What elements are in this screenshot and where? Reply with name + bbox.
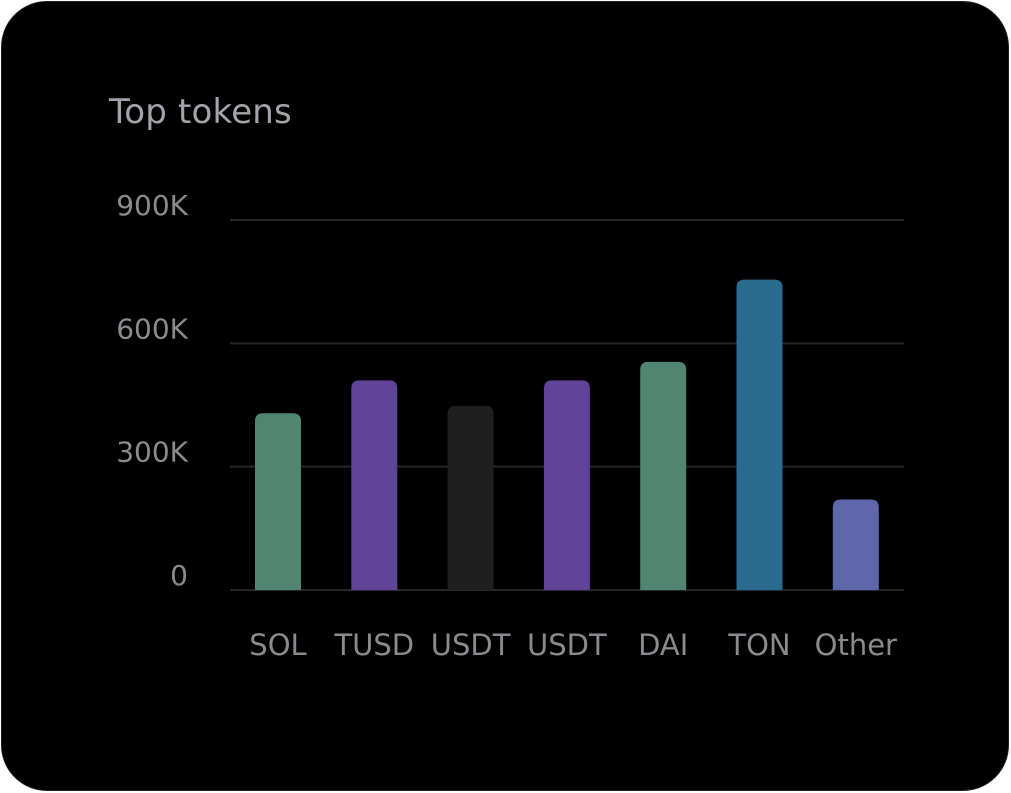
bar-sol [255,413,301,590]
bar-usdt [447,405,494,590]
x-tick-label: TON [727,628,790,662]
card-title: Top tokens [109,92,292,132]
bar-other [832,499,879,590]
x-tick-label: SOL [249,628,306,662]
bar-tusd [351,380,398,590]
x-tick-label: TUSD [333,628,414,662]
x-tick-label: USDT [431,628,511,662]
y-tick-label: 600K [116,312,188,345]
bar-dai [640,361,687,590]
bar-usdt [543,380,590,590]
y-tick-label: 900K [116,189,188,222]
x-tick-label: DAI [638,628,688,662]
x-tick-label: Other [815,628,897,662]
y-tick-label: 300K [116,436,188,469]
bar-ton [736,279,783,590]
x-tick-label: USDT [527,628,607,662]
y-tick-label: 0 [170,559,188,592]
